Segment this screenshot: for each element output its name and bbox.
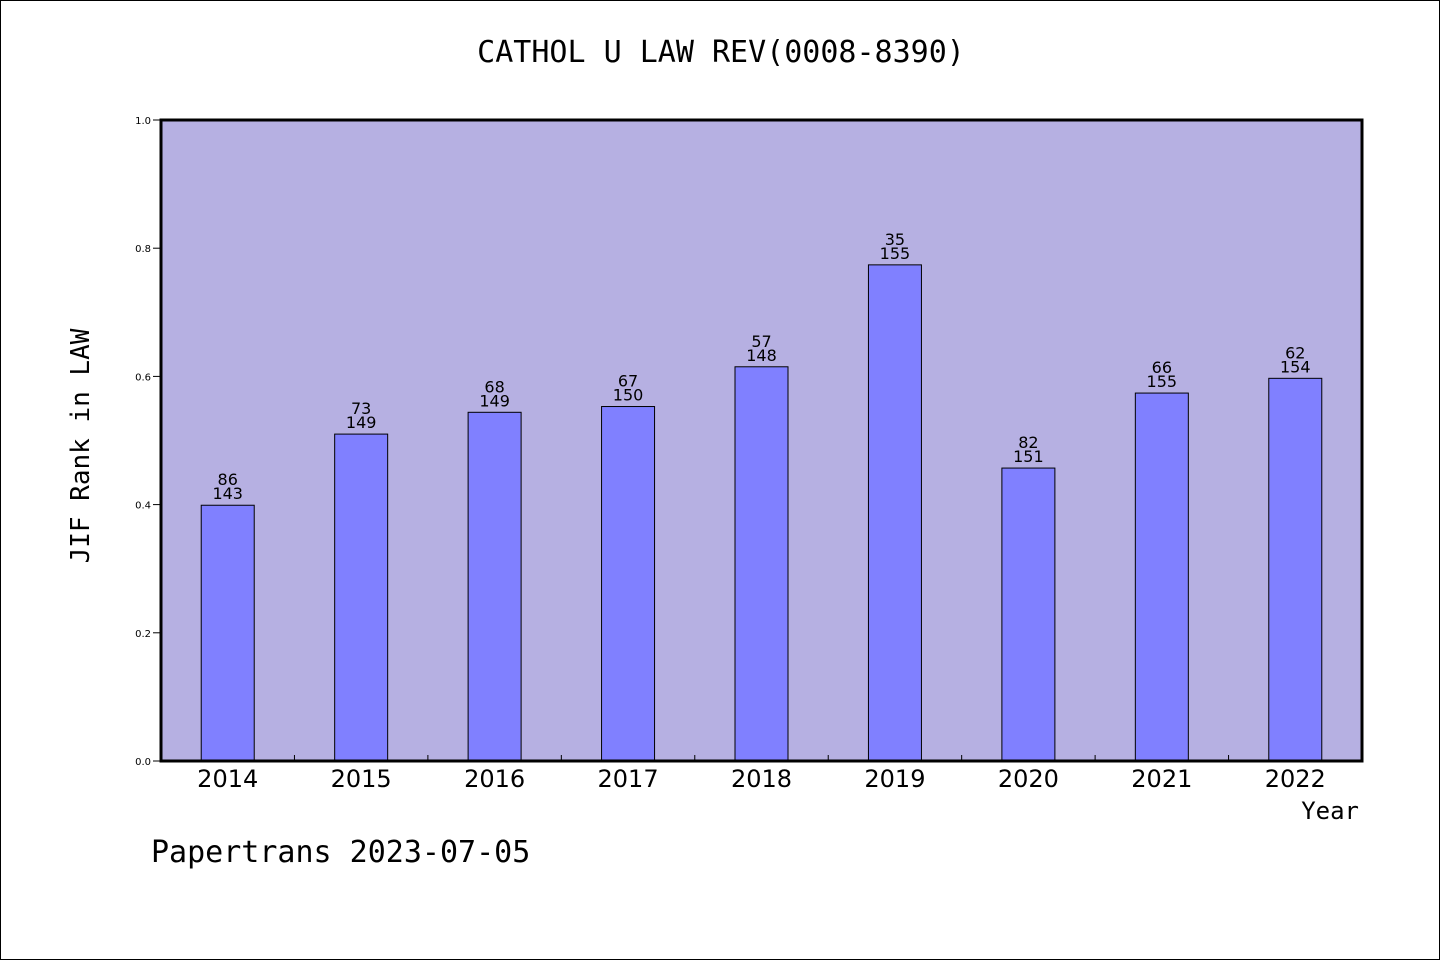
bar-2014 <box>200 504 255 762</box>
x-tick-label: 2021 <box>1131 765 1192 793</box>
bar-total-label: 150 <box>613 386 644 405</box>
y-tick-label: 0.0 <box>135 757 151 768</box>
bar-rank-label: 73 <box>351 399 371 418</box>
bar-2018 <box>734 366 789 762</box>
bar-2022 <box>1268 377 1323 762</box>
bar-rank-label: 67 <box>618 372 638 391</box>
bar-rank-label: 62 <box>1285 343 1305 362</box>
y-tick-label: 1.0 <box>135 116 151 127</box>
bar-rank-label: 35 <box>885 230 905 249</box>
bar-total-label: 143 <box>212 484 243 503</box>
x-tick-label: 2019 <box>864 765 925 793</box>
y-tick-label: 0.6 <box>135 372 151 383</box>
y-tick-label: 0.4 <box>135 501 151 512</box>
bar-total-label: 149 <box>479 391 510 410</box>
x-tick-label: 2022 <box>1265 765 1326 793</box>
x-tick-label: 2016 <box>464 765 525 793</box>
bar-rank-label: 68 <box>484 377 504 396</box>
x-tick-label: 2017 <box>598 765 659 793</box>
bar-total-label: 149 <box>346 413 377 432</box>
bar-total-label: 148 <box>746 346 777 365</box>
bar-2020 <box>1001 467 1056 762</box>
bar-rank-label: 57 <box>751 332 771 351</box>
x-tick-label: 2020 <box>998 765 1059 793</box>
bar-2015 <box>334 433 389 762</box>
x-axis-label: Year <box>1301 797 1359 825</box>
bar-2021 <box>1134 392 1189 762</box>
footer-note: Papertrans 2023-07-05 <box>151 835 531 870</box>
x-tick-label: 2014 <box>197 765 258 793</box>
bar-total-label: 155 <box>1147 372 1178 391</box>
bar-rank-label: 82 <box>1018 433 1038 452</box>
y-tick-label: 0.8 <box>135 244 151 255</box>
y-tick-label: 0.2 <box>135 629 151 640</box>
plot-border <box>159 118 1364 763</box>
bar-total-label: 155 <box>880 244 911 263</box>
bar-2019 <box>867 264 922 762</box>
bar-2017 <box>601 406 656 762</box>
bar-2016 <box>467 411 522 762</box>
x-tick-label: 2015 <box>331 765 392 793</box>
chart-title: CATHOL U LAW REV(0008-8390) <box>477 35 965 70</box>
bar-total-label: 154 <box>1280 357 1311 376</box>
x-tick-label: 2018 <box>731 765 792 793</box>
bar-total-label: 151 <box>1013 447 1044 466</box>
bar-rank-label: 66 <box>1152 358 1172 377</box>
bar-rank-label: 86 <box>218 470 238 489</box>
